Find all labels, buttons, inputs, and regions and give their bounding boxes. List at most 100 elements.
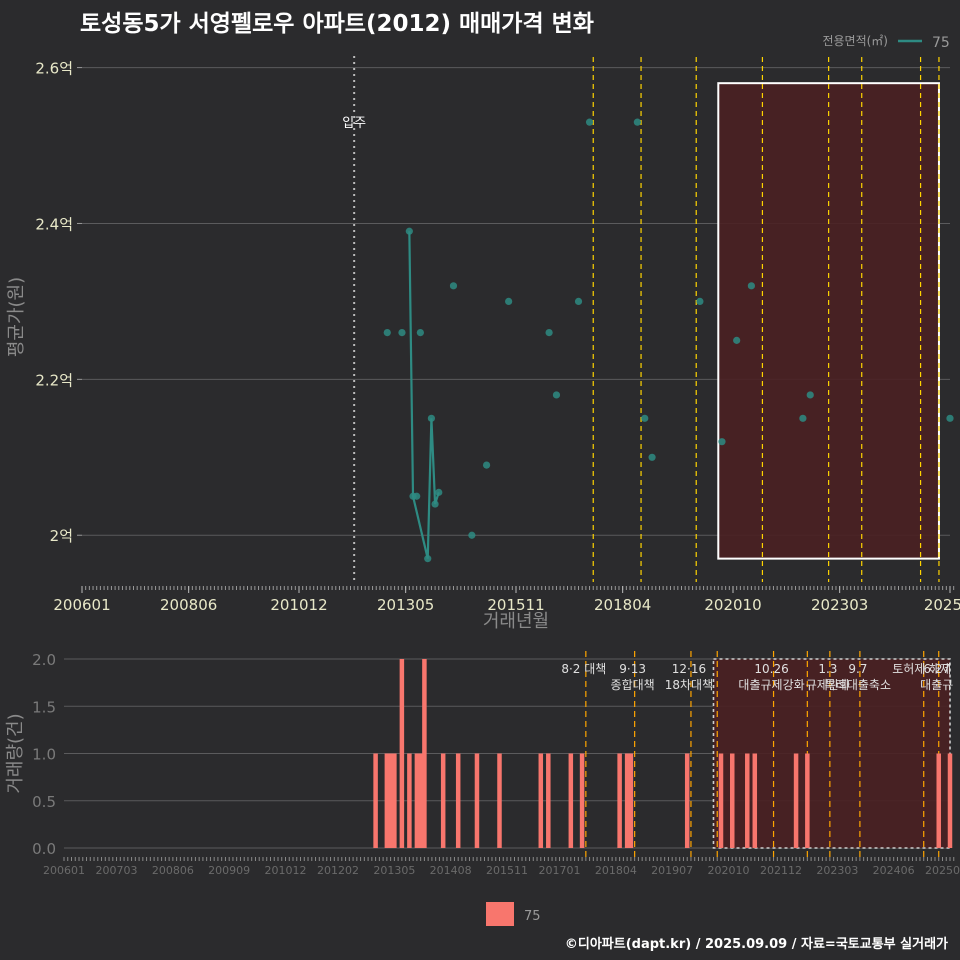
- x-tick-label: 2025: [924, 596, 960, 614]
- x-axis-title: 거래년월: [483, 611, 549, 632]
- x-tick-label: 202010: [708, 864, 750, 877]
- volume-bar: [546, 753, 551, 848]
- volume-bar: [384, 753, 390, 848]
- policy-label: 토허제 해제: [892, 662, 951, 676]
- x-tick-label: 201701: [539, 864, 581, 877]
- policy-label: 9.7: [848, 662, 867, 676]
- price-point: [696, 297, 704, 306]
- volume-bar: [399, 659, 405, 848]
- price-point: [482, 461, 491, 469]
- policy-label: 종합대책: [611, 677, 655, 692]
- price-point: [574, 297, 583, 306]
- chart-title: 토성동5가 서영펠로우 아파트(2012) 매매가격 변화: [80, 11, 594, 37]
- volume-bar: [455, 753, 461, 848]
- price-point: [405, 227, 413, 235]
- y-tick-label: 0.0: [32, 840, 56, 858]
- price-point: [747, 282, 755, 290]
- volume-bar: [579, 753, 585, 848]
- policy-label: 대출규: [920, 678, 953, 692]
- volume-bar: [805, 753, 810, 848]
- price-point: [431, 500, 439, 508]
- volume-bar: [793, 753, 799, 848]
- y-tick-label: 1.0: [32, 746, 56, 764]
- y-tick-label: 2.6억: [35, 60, 73, 78]
- volume-bar: [684, 753, 690, 848]
- price-point: [398, 328, 406, 337]
- x-tick-label: 201511: [487, 596, 544, 614]
- volume-bar: [388, 753, 393, 848]
- volume-bar: [730, 753, 735, 848]
- x-tick-label: 201511: [486, 864, 528, 877]
- x-tick-label: 200601: [53, 596, 110, 614]
- x-tick-label: 201305: [373, 864, 415, 877]
- y-axis-title: 평균가(원): [6, 277, 27, 357]
- price-point: [383, 328, 391, 337]
- policy-label: 9·13: [619, 662, 646, 676]
- volume-bar: [947, 753, 953, 848]
- volume-bar: [628, 753, 634, 848]
- x-tick-label: 200909: [208, 864, 250, 877]
- x-tick-label: 201907: [651, 864, 693, 877]
- price-point: [449, 282, 458, 290]
- price-point: [641, 414, 649, 422]
- legend-label-75: 75: [524, 909, 541, 924]
- policy-label: 대출규제강화: [738, 678, 804, 692]
- price-point: [733, 336, 741, 344]
- legend-swatch-75: [486, 902, 514, 926]
- price-point: [545, 328, 553, 337]
- y-tick-label: 2.2억: [35, 371, 73, 389]
- price-point: [424, 555, 432, 563]
- volume-bar: [718, 753, 724, 848]
- volume-bar: [617, 753, 622, 848]
- x-tick-label: 20250: [925, 864, 960, 877]
- volume-bar: [568, 753, 574, 848]
- x-tick-label: 201804: [595, 864, 637, 877]
- y-tick-label: 2억: [50, 527, 73, 545]
- volume-bar: [745, 753, 750, 848]
- y-tick-label: 2.0: [32, 651, 56, 669]
- y-tick-label: 1.5: [32, 698, 56, 716]
- policy-label: 1.3: [818, 662, 837, 676]
- price-point: [648, 453, 656, 461]
- volume-bar: [474, 753, 480, 848]
- volume-bar: [422, 659, 427, 848]
- volume-bar: [497, 753, 502, 848]
- x-tick-label: 201202: [317, 864, 359, 877]
- volume-bar: [373, 753, 378, 848]
- legend-label-75: 75: [932, 35, 950, 51]
- policy-label: 12·16: [672, 662, 706, 676]
- policy-label: 18차대책: [665, 677, 713, 692]
- policy-label: 8·2 대책: [561, 661, 606, 676]
- legend-title: 전용면적(㎡): [822, 34, 888, 48]
- x-tick-label: 202112: [760, 864, 802, 877]
- volume-bar: [392, 753, 397, 848]
- price-point: [633, 118, 641, 126]
- price-point: [416, 328, 424, 337]
- volume-bar: [538, 753, 544, 848]
- y-axis-title: 거래량(건): [5, 713, 26, 793]
- x-tick-label: 202010: [704, 596, 761, 614]
- x-tick-label: 200703: [96, 864, 138, 877]
- price-point: [413, 492, 421, 500]
- price-point: [552, 391, 561, 399]
- x-tick-label: 201012: [270, 596, 327, 614]
- x-tick-label: 200806: [160, 596, 217, 614]
- volume-bar: [414, 753, 420, 848]
- x-tick-label: 202303: [811, 596, 868, 614]
- x-tick-label: 200806: [152, 864, 194, 877]
- price-point: [435, 488, 443, 496]
- x-tick-label: 201305: [377, 596, 434, 614]
- y-tick-label: 0.5: [32, 793, 56, 811]
- x-tick-label: 201408: [430, 864, 472, 877]
- policy-label: 특례대출축소: [825, 678, 891, 692]
- policy-label: 규제완화: [806, 678, 850, 692]
- price-point: [468, 531, 476, 539]
- x-tick-label: 202303: [816, 864, 858, 877]
- price-point: [799, 414, 807, 422]
- volume-bar: [407, 753, 412, 848]
- price-point: [718, 438, 726, 446]
- volume-bar: [418, 753, 423, 848]
